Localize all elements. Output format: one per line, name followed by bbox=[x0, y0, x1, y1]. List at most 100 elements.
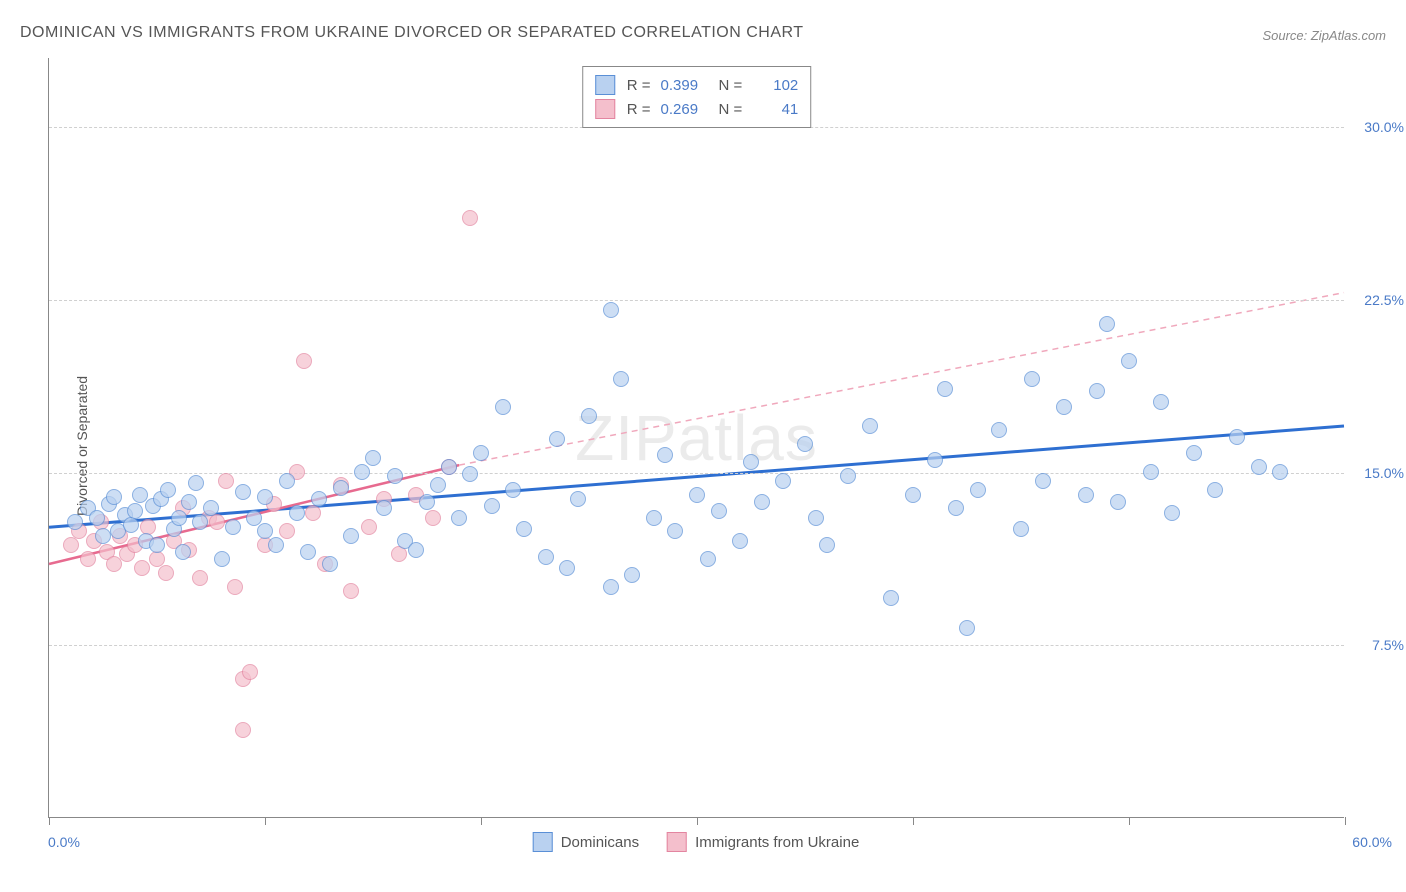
scatter-point bbox=[775, 473, 791, 489]
legend-n-label: N = bbox=[719, 101, 743, 118]
trend-line bbox=[459, 293, 1344, 466]
x-tick bbox=[1129, 817, 1130, 825]
gridline-h bbox=[49, 645, 1344, 646]
y-tick-label: 22.5% bbox=[1364, 292, 1404, 308]
scatter-point bbox=[123, 517, 139, 533]
x-tick bbox=[1345, 817, 1346, 825]
scatter-point bbox=[242, 664, 258, 680]
y-tick-label: 15.0% bbox=[1364, 465, 1404, 481]
scatter-point bbox=[624, 567, 640, 583]
scatter-point bbox=[289, 505, 305, 521]
scatter-point bbox=[711, 503, 727, 519]
scatter-point bbox=[797, 436, 813, 452]
scatter-point bbox=[451, 510, 467, 526]
scatter-point bbox=[883, 590, 899, 606]
trend-lines-svg bbox=[49, 58, 1344, 817]
scatter-point bbox=[127, 503, 143, 519]
legend-top-row: R =0.269N =41 bbox=[595, 97, 799, 121]
scatter-point bbox=[257, 523, 273, 539]
legend-series-label: Immigrants from Ukraine bbox=[695, 834, 859, 851]
scatter-point bbox=[732, 533, 748, 549]
scatter-point bbox=[516, 521, 532, 537]
scatter-point bbox=[63, 537, 79, 553]
scatter-point bbox=[279, 523, 295, 539]
scatter-point bbox=[1035, 473, 1051, 489]
scatter-point bbox=[1272, 464, 1288, 480]
gridline-h bbox=[49, 300, 1344, 301]
scatter-point bbox=[227, 579, 243, 595]
scatter-point bbox=[1186, 445, 1202, 461]
scatter-point bbox=[1229, 429, 1245, 445]
scatter-point bbox=[425, 510, 441, 526]
legend-bottom-item: Dominicans bbox=[533, 832, 639, 852]
scatter-point bbox=[549, 431, 565, 447]
scatter-point bbox=[361, 519, 377, 535]
scatter-point bbox=[613, 371, 629, 387]
legend-n-value: 102 bbox=[752, 77, 798, 94]
scatter-point bbox=[667, 523, 683, 539]
scatter-point bbox=[646, 510, 662, 526]
scatter-point bbox=[603, 579, 619, 595]
scatter-point bbox=[149, 537, 165, 553]
scatter-point bbox=[495, 399, 511, 415]
scatter-point bbox=[603, 302, 619, 318]
x-tick bbox=[481, 817, 482, 825]
scatter-point bbox=[376, 500, 392, 516]
scatter-point bbox=[754, 494, 770, 510]
scatter-point bbox=[700, 551, 716, 567]
legend-top: R =0.399N =102R =0.269N =41 bbox=[582, 66, 812, 128]
scatter-point bbox=[203, 500, 219, 516]
scatter-point bbox=[1143, 464, 1159, 480]
legend-n-value: 41 bbox=[752, 101, 798, 118]
chart-container: ZIPatlas R =0.399N =102R =0.269N =41 7.5… bbox=[48, 58, 1344, 818]
scatter-point bbox=[430, 477, 446, 493]
scatter-point bbox=[225, 519, 241, 535]
source-attribution: Source: ZipAtlas.com bbox=[1262, 28, 1386, 43]
scatter-point bbox=[160, 482, 176, 498]
scatter-point bbox=[1089, 383, 1105, 399]
scatter-point bbox=[246, 510, 262, 526]
watermark: ZIPatlas bbox=[575, 401, 818, 475]
scatter-point bbox=[209, 514, 225, 530]
scatter-point bbox=[214, 551, 230, 567]
legend-r-label: R = bbox=[627, 77, 651, 94]
legend-swatch bbox=[533, 832, 553, 852]
legend-bottom-item: Immigrants from Ukraine bbox=[667, 832, 859, 852]
scatter-point bbox=[300, 544, 316, 560]
scatter-point bbox=[1164, 505, 1180, 521]
scatter-point bbox=[689, 487, 705, 503]
y-tick-label: 7.5% bbox=[1372, 637, 1404, 653]
scatter-point bbox=[1121, 353, 1137, 369]
scatter-point bbox=[391, 546, 407, 562]
plot-area: ZIPatlas R =0.399N =102R =0.269N =41 7.5… bbox=[48, 58, 1344, 818]
scatter-point bbox=[408, 542, 424, 558]
x-tick bbox=[265, 817, 266, 825]
scatter-point bbox=[657, 447, 673, 463]
scatter-point bbox=[192, 514, 208, 530]
x-axis-max-label: 60.0% bbox=[1352, 834, 1392, 850]
scatter-point bbox=[441, 459, 457, 475]
scatter-point bbox=[1013, 521, 1029, 537]
scatter-point bbox=[67, 514, 83, 530]
scatter-point bbox=[538, 549, 554, 565]
scatter-point bbox=[387, 468, 403, 484]
legend-swatch bbox=[595, 99, 615, 119]
scatter-point bbox=[840, 468, 856, 484]
legend-r-value: 0.399 bbox=[661, 77, 707, 94]
scatter-point bbox=[559, 560, 575, 576]
scatter-point bbox=[80, 551, 96, 567]
chart-title: DOMINICAN VS IMMIGRANTS FROM UKRAINE DIV… bbox=[20, 24, 804, 42]
scatter-point bbox=[171, 510, 187, 526]
scatter-point bbox=[1110, 494, 1126, 510]
scatter-point bbox=[188, 475, 204, 491]
scatter-point bbox=[473, 445, 489, 461]
scatter-point bbox=[862, 418, 878, 434]
scatter-point bbox=[462, 210, 478, 226]
scatter-point bbox=[106, 489, 122, 505]
scatter-point bbox=[279, 473, 295, 489]
scatter-point bbox=[1078, 487, 1094, 503]
scatter-point bbox=[365, 450, 381, 466]
scatter-point bbox=[175, 544, 191, 560]
scatter-point bbox=[311, 491, 327, 507]
scatter-point bbox=[343, 528, 359, 544]
